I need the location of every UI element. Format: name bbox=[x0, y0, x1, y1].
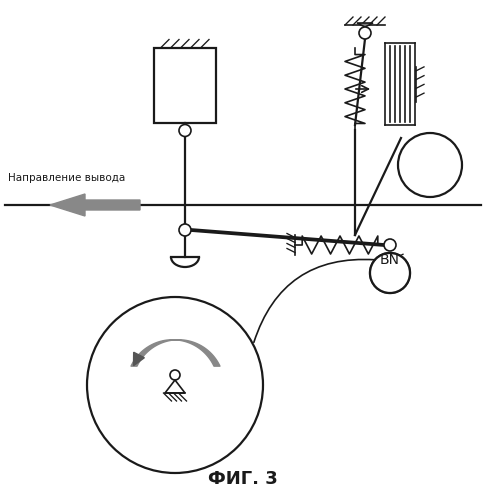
Polygon shape bbox=[134, 352, 144, 366]
Circle shape bbox=[87, 297, 263, 473]
Circle shape bbox=[179, 124, 191, 136]
Circle shape bbox=[179, 224, 191, 236]
Circle shape bbox=[170, 370, 180, 380]
Circle shape bbox=[370, 253, 410, 293]
Circle shape bbox=[398, 133, 462, 197]
Circle shape bbox=[384, 239, 396, 251]
Circle shape bbox=[359, 27, 371, 39]
Circle shape bbox=[370, 253, 410, 293]
Text: ФИГ. 3: ФИГ. 3 bbox=[208, 470, 278, 488]
Polygon shape bbox=[50, 194, 140, 216]
Text: BN: BN bbox=[380, 253, 400, 267]
Polygon shape bbox=[357, 23, 373, 27]
Bar bbox=[154, 48, 216, 122]
Text: Направление вывода: Направление вывода bbox=[8, 173, 125, 183]
